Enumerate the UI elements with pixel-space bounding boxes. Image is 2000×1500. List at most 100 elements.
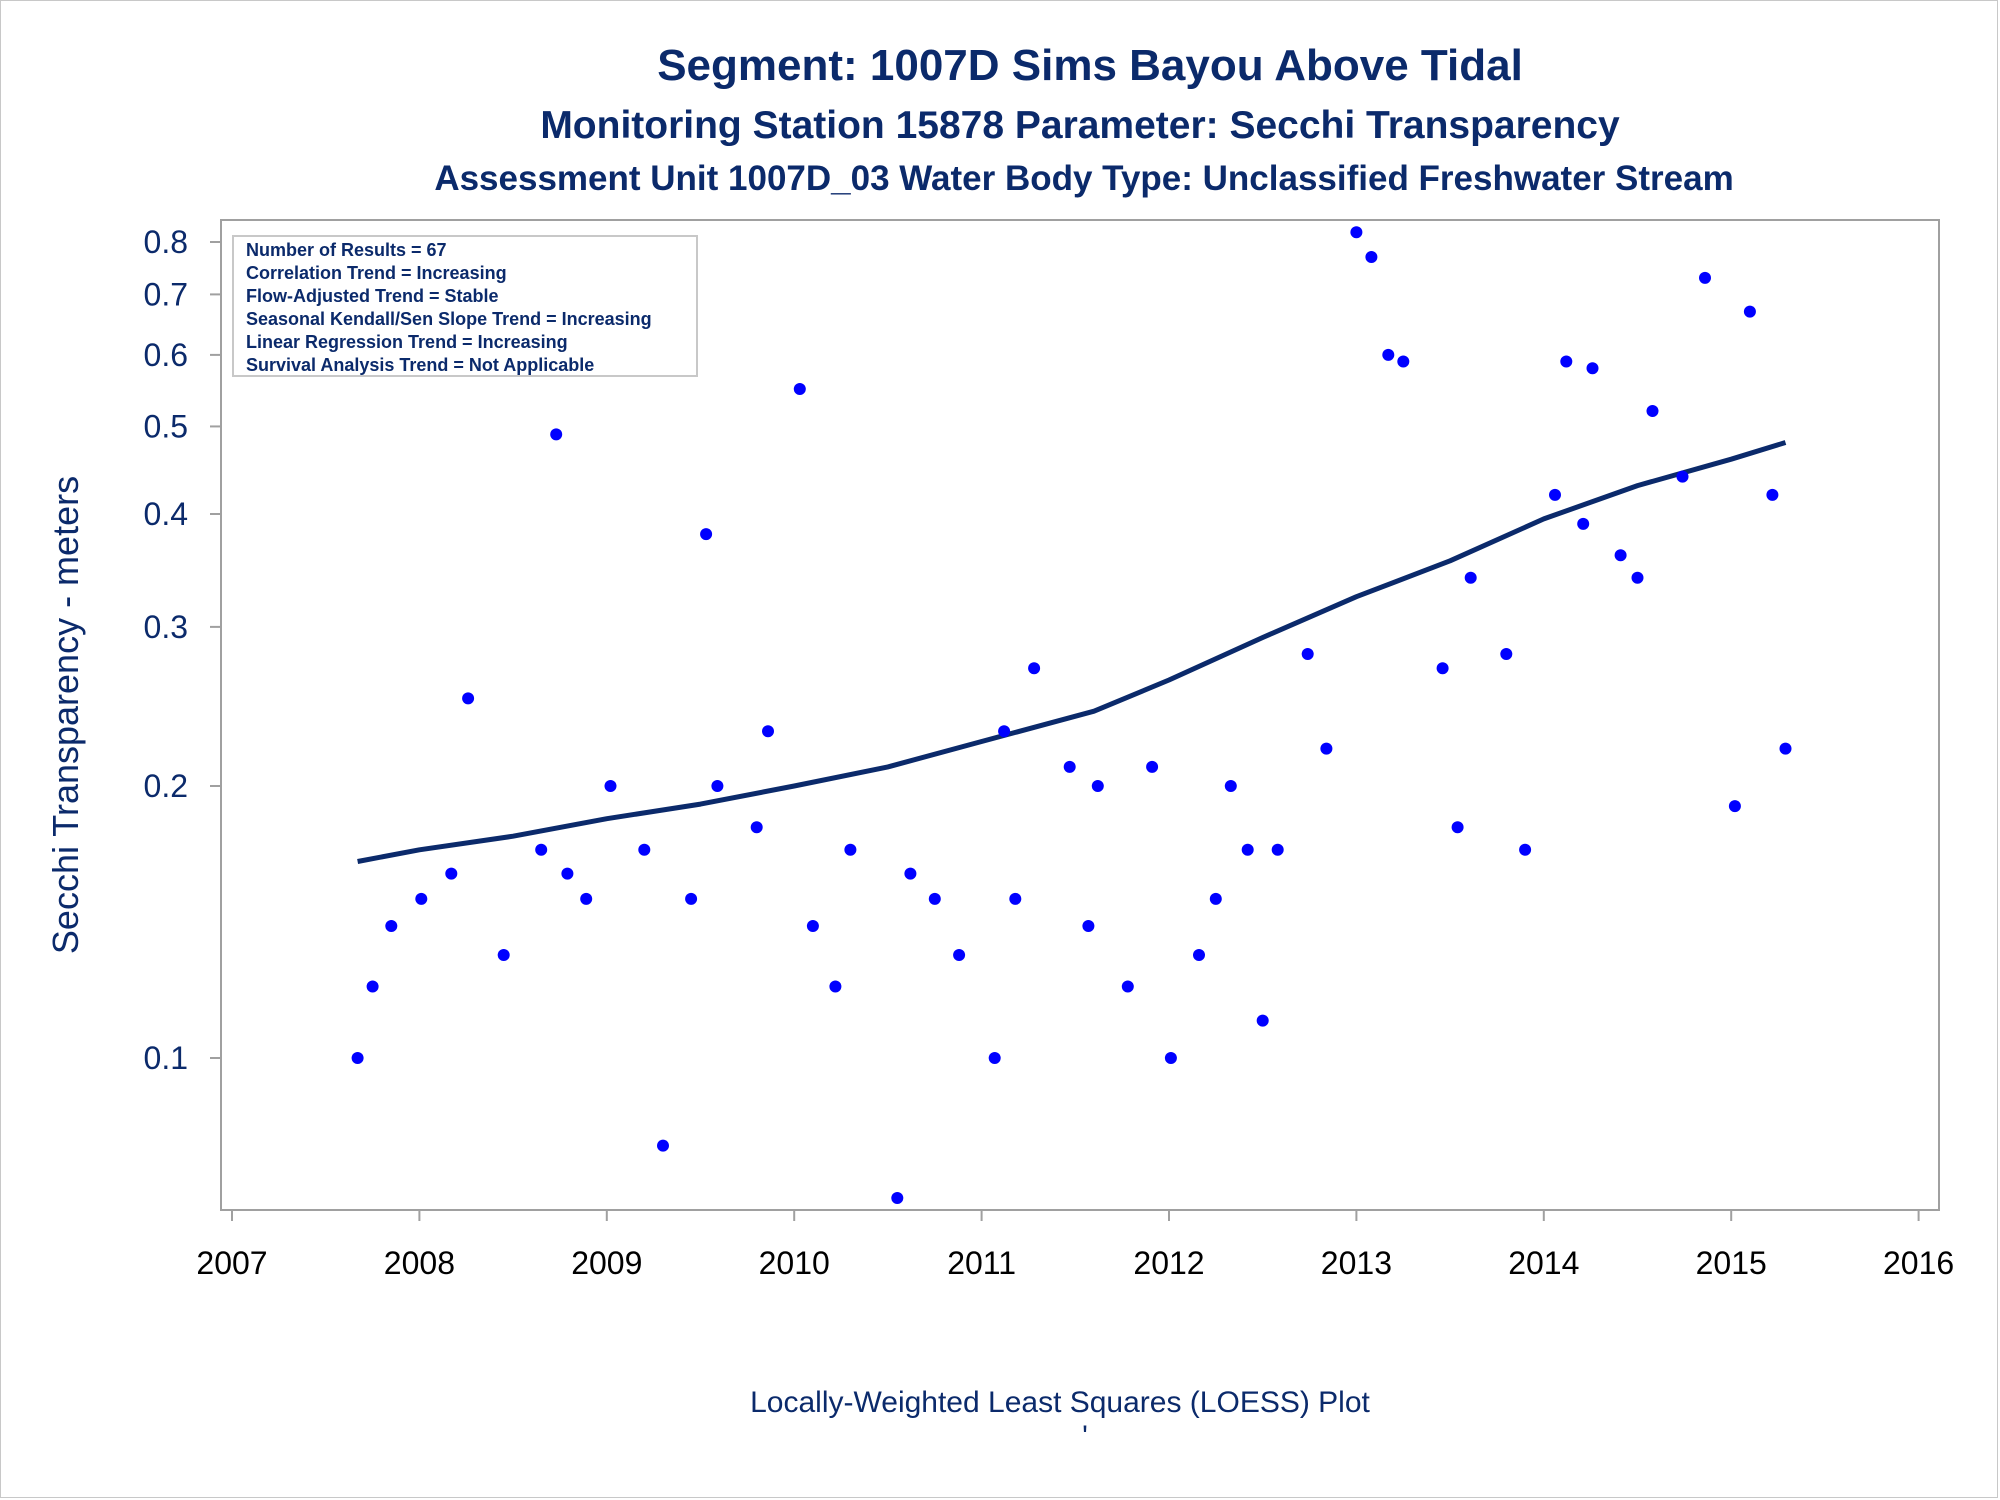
loess-line xyxy=(357,440,1787,864)
y-tick-label: 0.7 xyxy=(144,276,188,312)
data-point xyxy=(750,821,763,834)
data-point xyxy=(604,780,617,792)
data-point xyxy=(497,949,510,961)
data-point xyxy=(1193,949,1205,961)
data-point xyxy=(1241,843,1254,856)
y-tick-label: 0.2 xyxy=(144,768,188,804)
y-tick-label: 0.5 xyxy=(144,408,188,444)
data-point xyxy=(1320,742,1333,755)
y-axis: 0.1 0.2 0.3 0.4 0.5 0.6 0.7 0.8 xyxy=(144,224,221,1076)
stats-box-frame xyxy=(232,235,698,377)
data-point xyxy=(366,980,379,993)
data-point xyxy=(928,892,941,905)
data-point xyxy=(1631,571,1644,584)
data-point xyxy=(685,892,698,905)
data-point xyxy=(1091,780,1104,792)
data-point xyxy=(1577,517,1590,530)
data-points xyxy=(351,226,1792,1204)
chart-subtitle: Monitoring Station 15878 Parameter: Secc… xyxy=(540,104,1620,147)
data-point xyxy=(806,920,819,932)
data-point xyxy=(1365,251,1378,263)
x-tick-label: 2010 xyxy=(759,1245,830,1281)
data-point xyxy=(1301,648,1314,660)
data-point xyxy=(711,780,724,792)
data-point xyxy=(550,428,563,441)
chart-title: Segment: 1007D Sims Bayou Above Tidal xyxy=(657,41,1523,90)
data-point xyxy=(891,1192,904,1204)
data-point xyxy=(1728,800,1741,813)
data-point xyxy=(1699,271,1711,284)
data-point xyxy=(561,867,574,880)
data-point xyxy=(1028,662,1041,675)
y-tick-label: 0.4 xyxy=(144,496,188,532)
data-point xyxy=(1382,348,1395,361)
y-tick-label: 0.1 xyxy=(144,1040,188,1076)
data-point xyxy=(1464,571,1477,584)
stat-flow-adjusted-trend: Flow-Adjusted Trend = Stable xyxy=(246,286,499,306)
x-tick-label: 2014 xyxy=(1508,1245,1579,1281)
data-point xyxy=(1586,362,1599,375)
x-axis: 2007 2008 2009 2010 2011 2012 2013 2014 2015 2016 xyxy=(196,1210,1954,1281)
x-tick-label: 2013 xyxy=(1321,1245,1392,1281)
data-point xyxy=(580,892,593,905)
data-point xyxy=(1224,780,1237,792)
x-tick-label: 2011 xyxy=(947,1245,1016,1281)
data-point xyxy=(1271,843,1284,856)
x-tick-label: 2008 xyxy=(384,1245,455,1281)
data-point xyxy=(1614,549,1627,562)
data-point xyxy=(1009,892,1022,905)
data-point xyxy=(385,920,398,932)
data-point xyxy=(638,843,651,856)
data-point xyxy=(1646,405,1659,417)
data-point xyxy=(988,1052,1001,1064)
x-tick-label: 2015 xyxy=(1696,1245,1767,1281)
data-point xyxy=(1146,760,1159,773)
data-point xyxy=(1063,760,1076,773)
data-point xyxy=(1256,1014,1269,1027)
data-point xyxy=(1121,980,1134,993)
plot-area xyxy=(220,219,1940,1211)
stat-correlation-trend: Correlation Trend = Increasing xyxy=(246,263,507,283)
data-point xyxy=(1500,648,1513,660)
data-point xyxy=(998,725,1011,738)
data-point xyxy=(1676,470,1689,483)
data-point xyxy=(953,949,966,961)
y-tick-label: 0.8 xyxy=(144,224,188,260)
data-point xyxy=(1549,488,1561,501)
data-point xyxy=(1397,355,1410,368)
data-point xyxy=(1743,305,1756,318)
x-tick-label: 2007 xyxy=(196,1245,267,1281)
stat-number-of-results: Number of Results = 67 xyxy=(246,240,447,260)
data-point xyxy=(1451,821,1464,834)
data-point xyxy=(700,528,713,541)
data-point xyxy=(1519,843,1532,856)
stat-linear-regression-trend: Linear Regression Trend = Increasing xyxy=(246,332,568,352)
data-point xyxy=(1209,892,1222,905)
data-point xyxy=(1436,662,1449,675)
data-point xyxy=(762,725,774,738)
data-point xyxy=(445,867,458,880)
data-point xyxy=(904,867,917,880)
x-tick-label: 2016 xyxy=(1883,1245,1954,1281)
data-point xyxy=(535,843,548,856)
data-point xyxy=(462,692,475,705)
y-tick-label: 0.6 xyxy=(144,337,188,373)
data-point xyxy=(844,843,857,856)
y-tick-label: 0.3 xyxy=(144,609,188,645)
data-point xyxy=(1164,1052,1177,1064)
chart-subtitle-2: Assessment Unit 1007D_03 Water Body Type… xyxy=(434,159,1733,198)
footnote: Locally-Weighted Least Squares (LOESS) P… xyxy=(750,1386,1370,1419)
data-point xyxy=(1350,226,1363,239)
x-tick-label: 2012 xyxy=(1133,1245,1204,1281)
data-point xyxy=(415,892,428,905)
data-point xyxy=(1082,920,1095,932)
stat-seasonal-kendall-trend: Seasonal Kendall/Sen Slope Trend = Incre… xyxy=(246,309,652,329)
stats-box: Number of Results = 67 Correlation Trend… xyxy=(232,235,698,377)
data-point xyxy=(793,383,806,395)
stat-survival-analysis-trend: Survival Analysis Trend = Not Applicable xyxy=(246,355,594,375)
data-point xyxy=(1779,742,1792,755)
footnote-mark: ' xyxy=(1082,1420,1088,1453)
data-point xyxy=(829,980,842,993)
